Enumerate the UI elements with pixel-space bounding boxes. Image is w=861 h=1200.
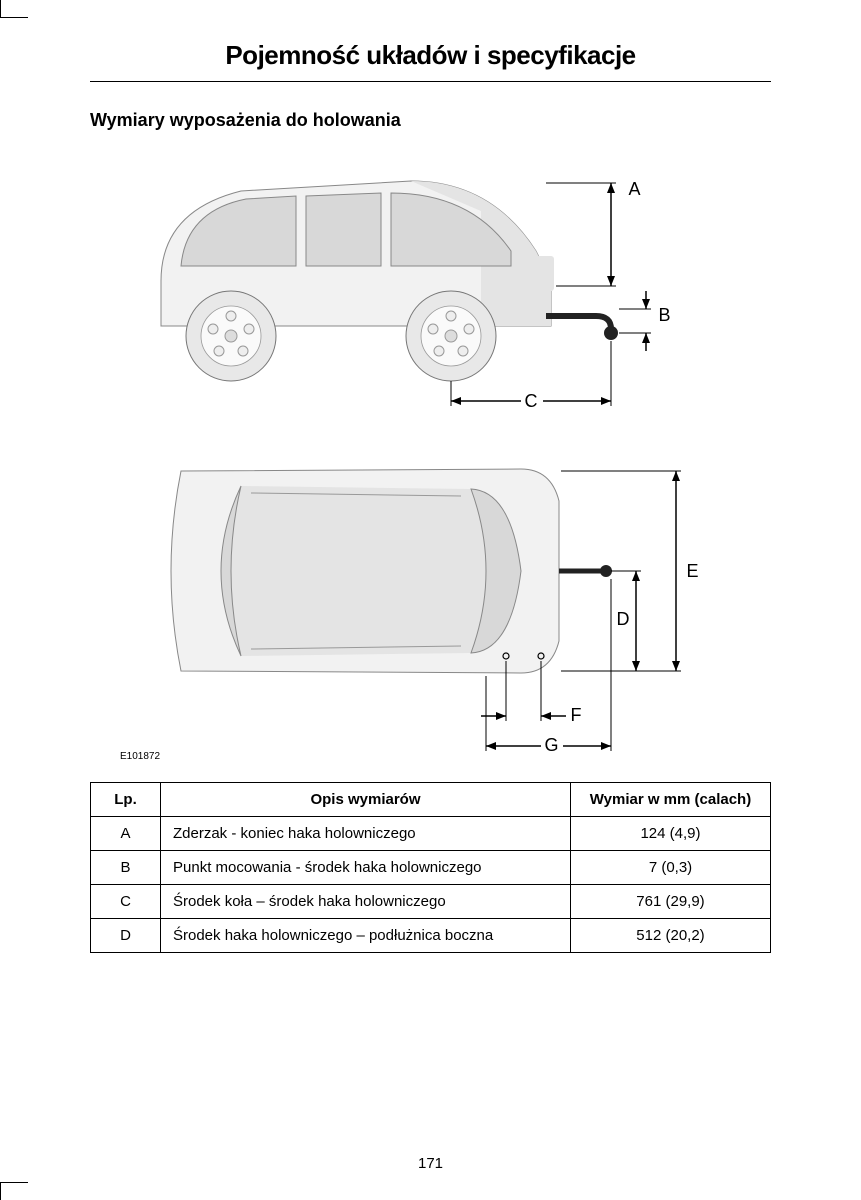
cell-lp: A [91, 817, 161, 851]
header-desc: Opis wymiarów [161, 783, 571, 817]
header-lp: Lp. [91, 783, 161, 817]
cell-lp: D [91, 919, 161, 953]
dim-label-f: F [571, 705, 582, 726]
cell-val: 761 (29,9) [571, 885, 771, 919]
cell-desc: Zderzak - koniec haka holowniczego [161, 817, 571, 851]
dim-label-b: B [659, 305, 671, 326]
table-row: D Środek haka holowniczego – podłużnica … [91, 919, 771, 953]
cell-desc: Środek koła – środek haka holowniczego [161, 885, 571, 919]
cell-val: 7 (0,3) [571, 851, 771, 885]
dim-label-d: D [617, 609, 630, 630]
page-number: 171 [0, 1155, 861, 1172]
cell-desc: Środek haka holowniczego – podłużnica bo… [161, 919, 571, 953]
dim-label-c: C [525, 391, 538, 412]
cell-val: 512 (20,2) [571, 919, 771, 953]
section-title: Wymiary wyposażenia do holowania [90, 110, 771, 131]
table-header-row: Lp. Opis wymiarów Wymiar w mm (calach) [91, 783, 771, 817]
cell-lp: C [91, 885, 161, 919]
cell-lp: B [91, 851, 161, 885]
dim-label-a: A [629, 179, 641, 200]
crop-mark [0, 1182, 28, 1200]
dimensions-table: Lp. Opis wymiarów Wymiar w mm (calach) A… [90, 782, 771, 953]
dim-label-g: G [545, 735, 559, 756]
dim-label-e: E [687, 561, 699, 582]
towing-diagram: A B C [90, 151, 771, 762]
table-row: A Zderzak - koniec haka holowniczego 124… [91, 817, 771, 851]
page-title: Pojemność układów i specyfikacje [90, 40, 771, 82]
side-view-diagram: A B C [151, 151, 711, 411]
cell-desc: Punkt mocowania - środek haka holownicze… [161, 851, 571, 885]
cell-val: 124 (4,9) [571, 817, 771, 851]
header-val: Wymiar w mm (calach) [571, 783, 771, 817]
top-view-diagram: E D F G [151, 441, 711, 761]
table-row: B Punkt mocowania - środek haka holownic… [91, 851, 771, 885]
table-row: C Środek koła – środek haka holowniczego… [91, 885, 771, 919]
crop-mark [0, 0, 28, 18]
